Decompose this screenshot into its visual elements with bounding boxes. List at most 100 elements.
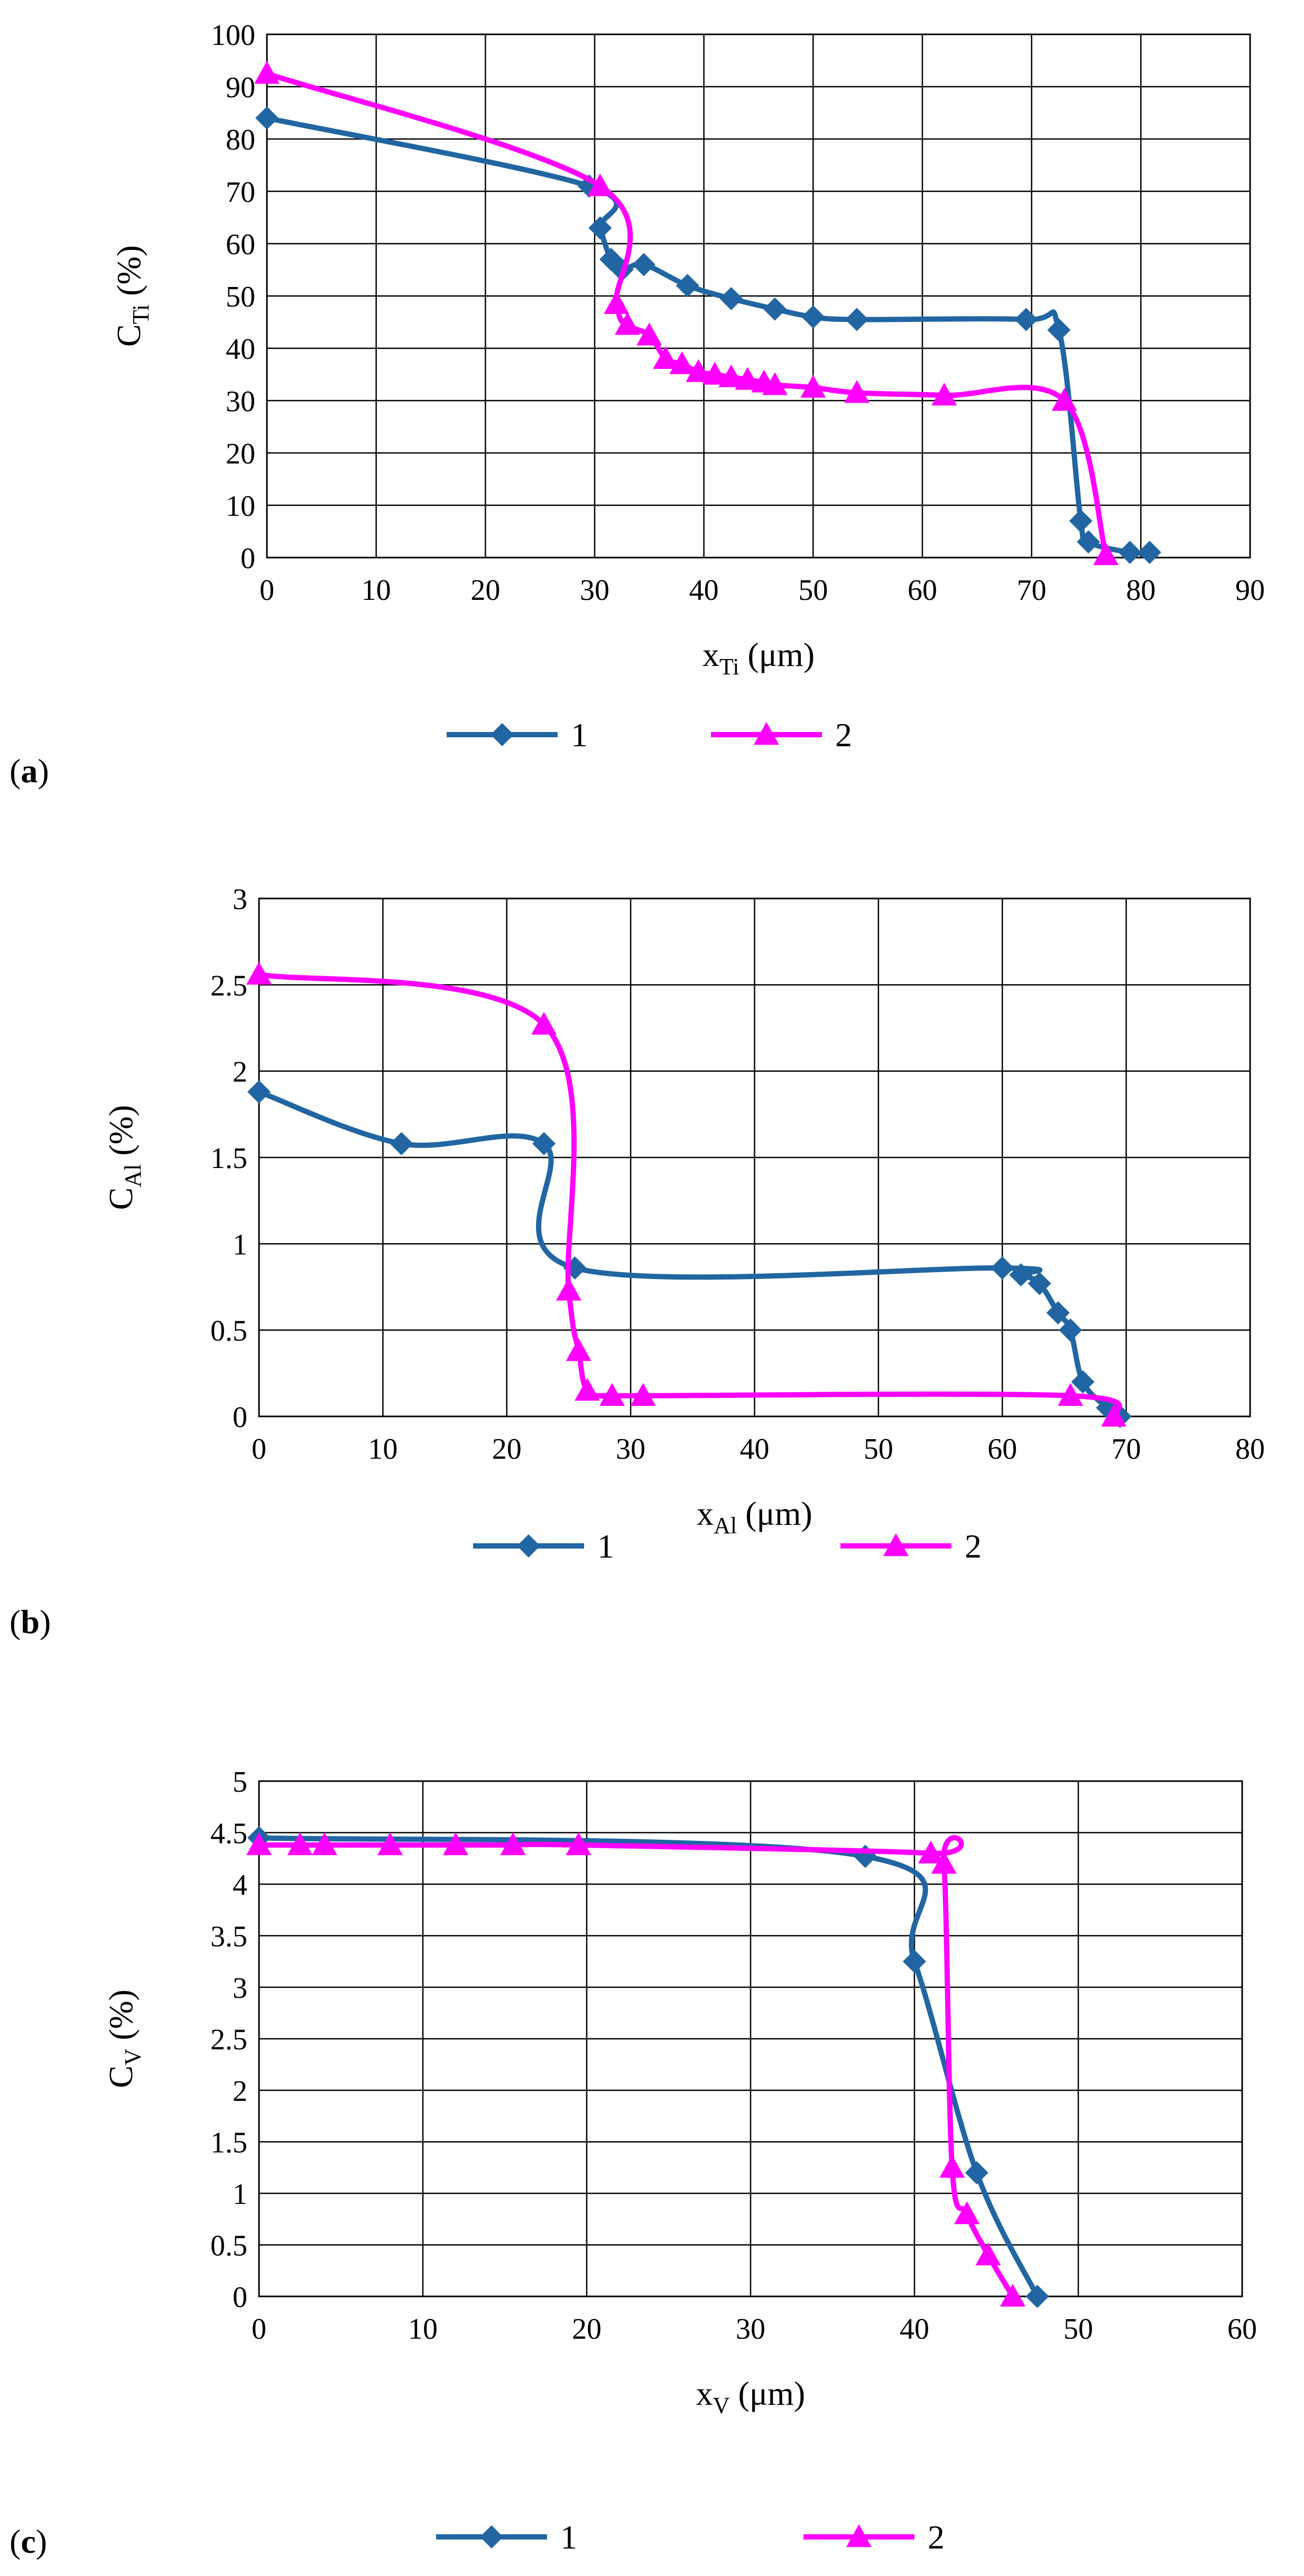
- data-point-2: [954, 2201, 980, 2225]
- x-axis-title-sub: V: [713, 2393, 730, 2419]
- data-point-2: [246, 961, 272, 985]
- y-tick-label: 20: [226, 438, 255, 470]
- data-point-2: [1051, 388, 1077, 411]
- data-point-2: [686, 359, 711, 382]
- x-tick-label: 60: [908, 574, 937, 607]
- data-point-2: [931, 1851, 957, 1874]
- y-tick-label: 4: [233, 1869, 247, 1902]
- x-tick-label: 90: [1235, 574, 1265, 607]
- data-point-2: [1101, 1404, 1127, 1427]
- chart-panel-a: 0 10 20 30 40 50 60 70 80 90 0 10 20 30 40 50 60 70 80 90 10…: [10, 19, 1265, 790]
- y-tick-label: 2.5: [210, 2024, 247, 2056]
- data-point-1: [1009, 1263, 1033, 1287]
- legend-label-2: 2: [965, 1527, 982, 1565]
- data-point-2: [1093, 542, 1119, 566]
- series-2: [246, 961, 1127, 1427]
- x-tick-label: 10: [368, 1433, 397, 1466]
- data-point-1: [903, 1950, 926, 1973]
- data-point-2: [587, 173, 613, 197]
- x-axis-title-main: x: [702, 636, 719, 673]
- series-1: [247, 1080, 1132, 1428]
- data-point-1: [588, 216, 612, 240]
- y-tick-label: 1.5: [210, 2127, 247, 2160]
- y-tick-label: 100: [211, 19, 255, 52]
- plot-frame: [258, 1780, 1243, 2297]
- y-tick-label: 3: [233, 883, 247, 916]
- data-point-2: [630, 1383, 656, 1406]
- x-tick-label: 70: [1112, 1433, 1141, 1466]
- gridlines: [258, 1780, 1243, 2297]
- data-point-1: [1047, 318, 1071, 342]
- y-tick-label: 0: [241, 542, 255, 575]
- series-line-1: [264, 115, 1152, 556]
- gridlines: [258, 897, 1251, 1417]
- x-tick-label: 0: [252, 1433, 266, 1466]
- y-tick-label: 4.5: [210, 1818, 247, 1850]
- data-point-1: [247, 1080, 271, 1104]
- legend-label-1: 1: [560, 2518, 577, 2556]
- y-tick-label: 2: [233, 1056, 247, 1089]
- y-axis-title-main: C: [102, 1188, 140, 1210]
- data-point-1: [1118, 541, 1142, 564]
- data-point-1: [991, 1256, 1014, 1280]
- x-tick-label: 10: [408, 2313, 438, 2346]
- plot-frame: [266, 33, 1251, 559]
- legend-marker-2: [754, 722, 779, 745]
- x-tick-label: 30: [580, 574, 609, 607]
- data-point-1: [1077, 530, 1100, 554]
- panel-label: (c): [10, 2523, 47, 2560]
- panel-label: (b): [10, 1603, 51, 1641]
- data-point-2: [1000, 2284, 1025, 2307]
- data-point-2: [604, 291, 630, 314]
- legend-marker-1: [491, 723, 514, 746]
- data-point-2: [931, 383, 957, 406]
- y-axis-title-unit: (%): [102, 1989, 140, 2049]
- data-point-1: [1014, 308, 1038, 331]
- y-axis-title-unit: (%): [110, 245, 147, 304]
- x-tick-label: 20: [470, 574, 500, 607]
- y-tick-label: 10: [226, 490, 255, 523]
- y-axis-title-unit: (%): [102, 1105, 140, 1164]
- x-tick-label: 40: [740, 1433, 770, 1466]
- panel-label: (a): [10, 752, 49, 790]
- y-axis-title-main: C: [110, 324, 147, 347]
- y-tick-label: 70: [226, 176, 255, 209]
- y-axis-title: CAl (%): [102, 1105, 146, 1210]
- data-point-1: [632, 253, 655, 276]
- y-tick-label: 0: [233, 1401, 247, 1434]
- data-point-2: [531, 1012, 557, 1035]
- data-point-2: [762, 372, 788, 395]
- y-tick-label: 90: [226, 71, 255, 104]
- data-point-1: [390, 1132, 413, 1155]
- data-point-1: [1069, 509, 1093, 533]
- x-axis-title: xTi (μm): [702, 636, 815, 680]
- data-point-1: [676, 274, 699, 298]
- data-point-1: [965, 2161, 988, 2184]
- y-tick-label: 1: [233, 2178, 247, 2211]
- data-point-2: [575, 1378, 600, 1401]
- y-tick-label: 80: [226, 124, 255, 156]
- x-tick-label: 50: [864, 1433, 893, 1466]
- x-tick-label: 70: [1017, 574, 1047, 607]
- x-tick-label: 60: [1227, 2313, 1257, 2346]
- legend-marker-1: [517, 1534, 540, 1558]
- y-tick-label: 3: [233, 1972, 247, 2005]
- data-point-2: [566, 1832, 591, 1856]
- x-tick-label: 80: [1235, 1433, 1265, 1466]
- legend-marker-1: [480, 2525, 503, 2549]
- series-line-2: [256, 1835, 1015, 2299]
- data-point-2: [918, 1840, 944, 1864]
- x-tick-label: 0: [252, 2313, 266, 2346]
- data-point-2: [800, 375, 826, 398]
- series-line-2: [264, 71, 1109, 558]
- x-axis-title-unit: (μm): [730, 2375, 806, 2412]
- data-point-2: [556, 1277, 581, 1301]
- series-1: [247, 1826, 1049, 2308]
- data-point-2: [669, 351, 695, 374]
- data-point-1: [719, 286, 743, 310]
